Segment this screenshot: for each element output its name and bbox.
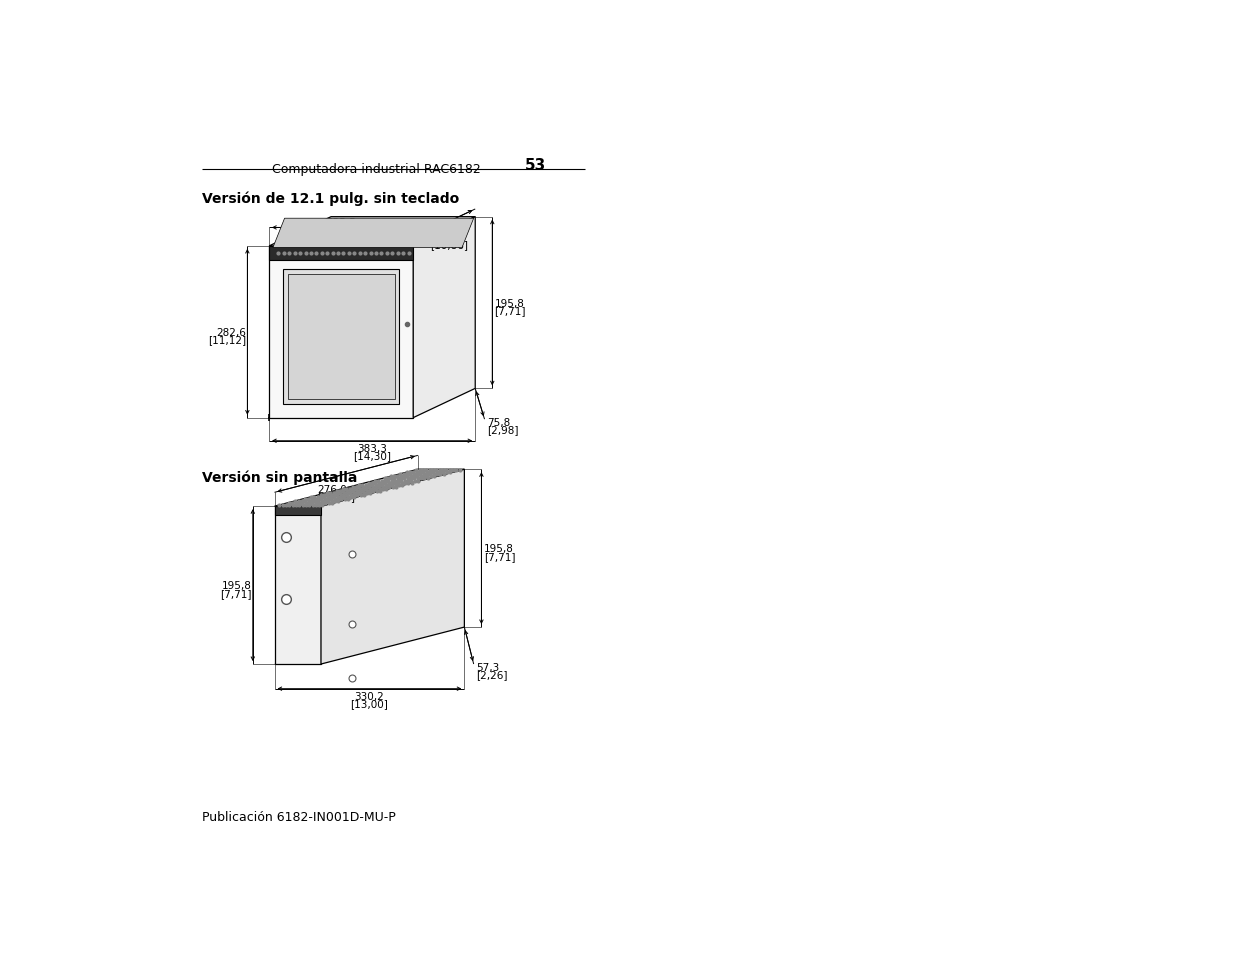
Polygon shape <box>414 217 475 418</box>
Text: [7,71]: [7,71] <box>220 588 251 598</box>
Text: 57,3: 57,3 <box>475 662 499 672</box>
Text: 330,2: 330,2 <box>354 691 384 701</box>
Polygon shape <box>274 470 464 507</box>
Text: 195,8: 195,8 <box>221 580 251 591</box>
Text: [13,21]: [13,21] <box>322 225 361 235</box>
Text: [2,98]: [2,98] <box>487 425 519 436</box>
Text: Versión sin pantalla: Versión sin pantalla <box>203 470 358 484</box>
Text: [13,00]: [13,00] <box>351 699 388 708</box>
Text: Computadora industrial RAC6182: Computadora industrial RAC6182 <box>272 163 480 175</box>
Text: 276,0: 276,0 <box>430 233 459 243</box>
Polygon shape <box>274 507 321 516</box>
Text: 195,8: 195,8 <box>494 298 525 308</box>
Text: 282,6: 282,6 <box>216 328 246 337</box>
Polygon shape <box>321 470 464 664</box>
Polygon shape <box>269 217 475 247</box>
Text: 75,8: 75,8 <box>487 417 510 427</box>
Polygon shape <box>288 274 395 399</box>
Polygon shape <box>273 219 474 248</box>
Text: [10,86]: [10,86] <box>430 240 468 250</box>
Text: 53: 53 <box>525 158 546 173</box>
Text: 195,8: 195,8 <box>484 543 514 554</box>
Text: [7,71]: [7,71] <box>494 306 526 315</box>
Text: 335,5: 335,5 <box>326 217 356 228</box>
Polygon shape <box>283 270 399 404</box>
Polygon shape <box>320 487 395 495</box>
Polygon shape <box>269 247 414 260</box>
Text: [10,86]: [10,86] <box>317 492 356 502</box>
Text: [11,12]: [11,12] <box>207 335 246 345</box>
Polygon shape <box>269 247 414 418</box>
Text: 383,3: 383,3 <box>357 443 387 454</box>
Text: [2,26]: [2,26] <box>475 670 508 679</box>
Text: [7,71]: [7,71] <box>484 551 515 561</box>
Polygon shape <box>274 507 321 664</box>
Text: 276,0: 276,0 <box>317 484 347 495</box>
Text: Versión de 12.1 pulg. sin teclado: Versión de 12.1 pulg. sin teclado <box>203 192 459 206</box>
Text: [14,30]: [14,30] <box>353 451 391 460</box>
Text: Publicación 6182-IN001D-MU-P: Publicación 6182-IN001D-MU-P <box>203 810 396 823</box>
